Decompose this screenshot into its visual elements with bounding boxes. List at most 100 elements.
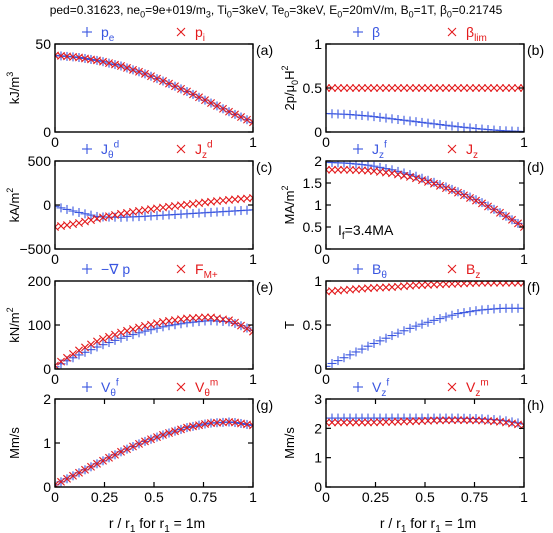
- data-point: [328, 418, 336, 427]
- text-part: m: [480, 378, 488, 389]
- text-part: z: [381, 388, 386, 399]
- text-part: θ: [110, 388, 116, 399]
- data-point: [406, 281, 414, 290]
- data-point: [82, 144, 92, 154]
- text-part: z: [475, 270, 480, 281]
- legend-label: pe: [101, 24, 115, 44]
- text-part: H: [282, 71, 297, 80]
- data-point: [231, 110, 239, 119]
- data-point: [87, 216, 95, 225]
- data-point: [376, 283, 384, 292]
- data-point: [417, 117, 427, 127]
- text-part: θ: [108, 150, 114, 161]
- text-part: kJ/m: [7, 77, 22, 104]
- data-point: [351, 347, 361, 357]
- text-part: r / r: [380, 515, 401, 531]
- data-point: [122, 331, 132, 341]
- y-axis-label: T: [282, 321, 297, 329]
- panel-e: 0 100 200 0 1 kN/m2 (e) −∇ p FM+: [5, 261, 273, 387]
- series-markers: [55, 313, 253, 369]
- data-point: [418, 416, 426, 425]
- data-point: [387, 331, 397, 341]
- data-point: [364, 418, 372, 427]
- text-part: −∇ p: [101, 261, 130, 277]
- x-tick-label: 0: [51, 251, 59, 267]
- data-point: [412, 84, 420, 92]
- data-point: [442, 281, 450, 289]
- y-tick-label: 0: [314, 124, 322, 140]
- data-point: [478, 281, 486, 287]
- data-point: [465, 123, 475, 132]
- data-point: [147, 320, 155, 329]
- data-point: [466, 416, 474, 425]
- data-point: [99, 334, 107, 343]
- text-part: T: [282, 321, 297, 329]
- data-point: [466, 84, 474, 92]
- text-part: M+: [204, 270, 218, 281]
- data-point: [424, 84, 432, 92]
- data-point: [334, 165, 342, 174]
- legend-label: Bz: [466, 261, 480, 281]
- data-point: [165, 429, 173, 437]
- legend-label: β: [372, 24, 380, 40]
- data-point: [460, 281, 468, 288]
- data-point: [358, 84, 366, 92]
- data-point: [147, 72, 155, 81]
- data-point: [490, 417, 498, 426]
- data-point: [514, 219, 522, 228]
- legend-entry: Vzf: [353, 378, 389, 400]
- text-part: 2: [280, 186, 290, 191]
- y-tick-label: 0: [314, 479, 322, 495]
- data-point: [412, 174, 420, 183]
- data-point: [423, 317, 433, 327]
- legend-entry: −∇ p: [82, 261, 130, 277]
- data-point: [111, 211, 119, 219]
- legend-label: Vzf: [372, 378, 389, 400]
- data-point: [423, 118, 433, 128]
- data-point: [75, 346, 83, 355]
- data-point: [81, 343, 89, 352]
- plot-frame: [54, 43, 254, 133]
- data-point: [435, 120, 445, 130]
- legend-entry: FM+: [176, 261, 218, 281]
- x-tick-label: 1: [249, 251, 257, 267]
- data-point: [472, 281, 480, 287]
- data-point: [387, 114, 397, 124]
- data-point: [147, 435, 155, 444]
- data-point: [93, 337, 101, 346]
- text-part: d: [207, 140, 213, 151]
- data-point: [57, 477, 65, 486]
- y-tick-label: 0.5: [303, 317, 323, 333]
- data-point: [176, 264, 186, 274]
- data-point: [117, 62, 125, 70]
- y-tick-label: 2: [43, 391, 51, 407]
- y-tick-label: 500: [28, 153, 52, 169]
- data-point: [87, 462, 95, 471]
- data-point: [141, 69, 149, 78]
- data-point: [146, 325, 156, 335]
- text-part: kA/m: [7, 193, 22, 223]
- data-point: [369, 112, 379, 122]
- data-point: [508, 281, 516, 287]
- data-point: [460, 84, 468, 92]
- text-part: , Ti: [211, 3, 227, 17]
- data-point: [381, 113, 391, 123]
- text-part: lim: [474, 33, 487, 44]
- data-point: [490, 205, 498, 214]
- text-part: 2p/μ: [282, 85, 297, 111]
- plot-frame: [325, 398, 525, 488]
- data-point: [520, 84, 524, 92]
- data-point: [447, 27, 457, 37]
- data-point: [327, 358, 337, 368]
- data-point: [358, 418, 366, 427]
- data-point: [176, 27, 186, 37]
- data-point: [74, 350, 84, 360]
- legend-label: Vθf: [101, 378, 119, 400]
- data-point: [340, 418, 348, 427]
- data-point: [412, 281, 420, 290]
- y-tick-label: 100: [28, 317, 52, 333]
- text-part: z: [473, 150, 478, 161]
- data-point: [237, 113, 245, 122]
